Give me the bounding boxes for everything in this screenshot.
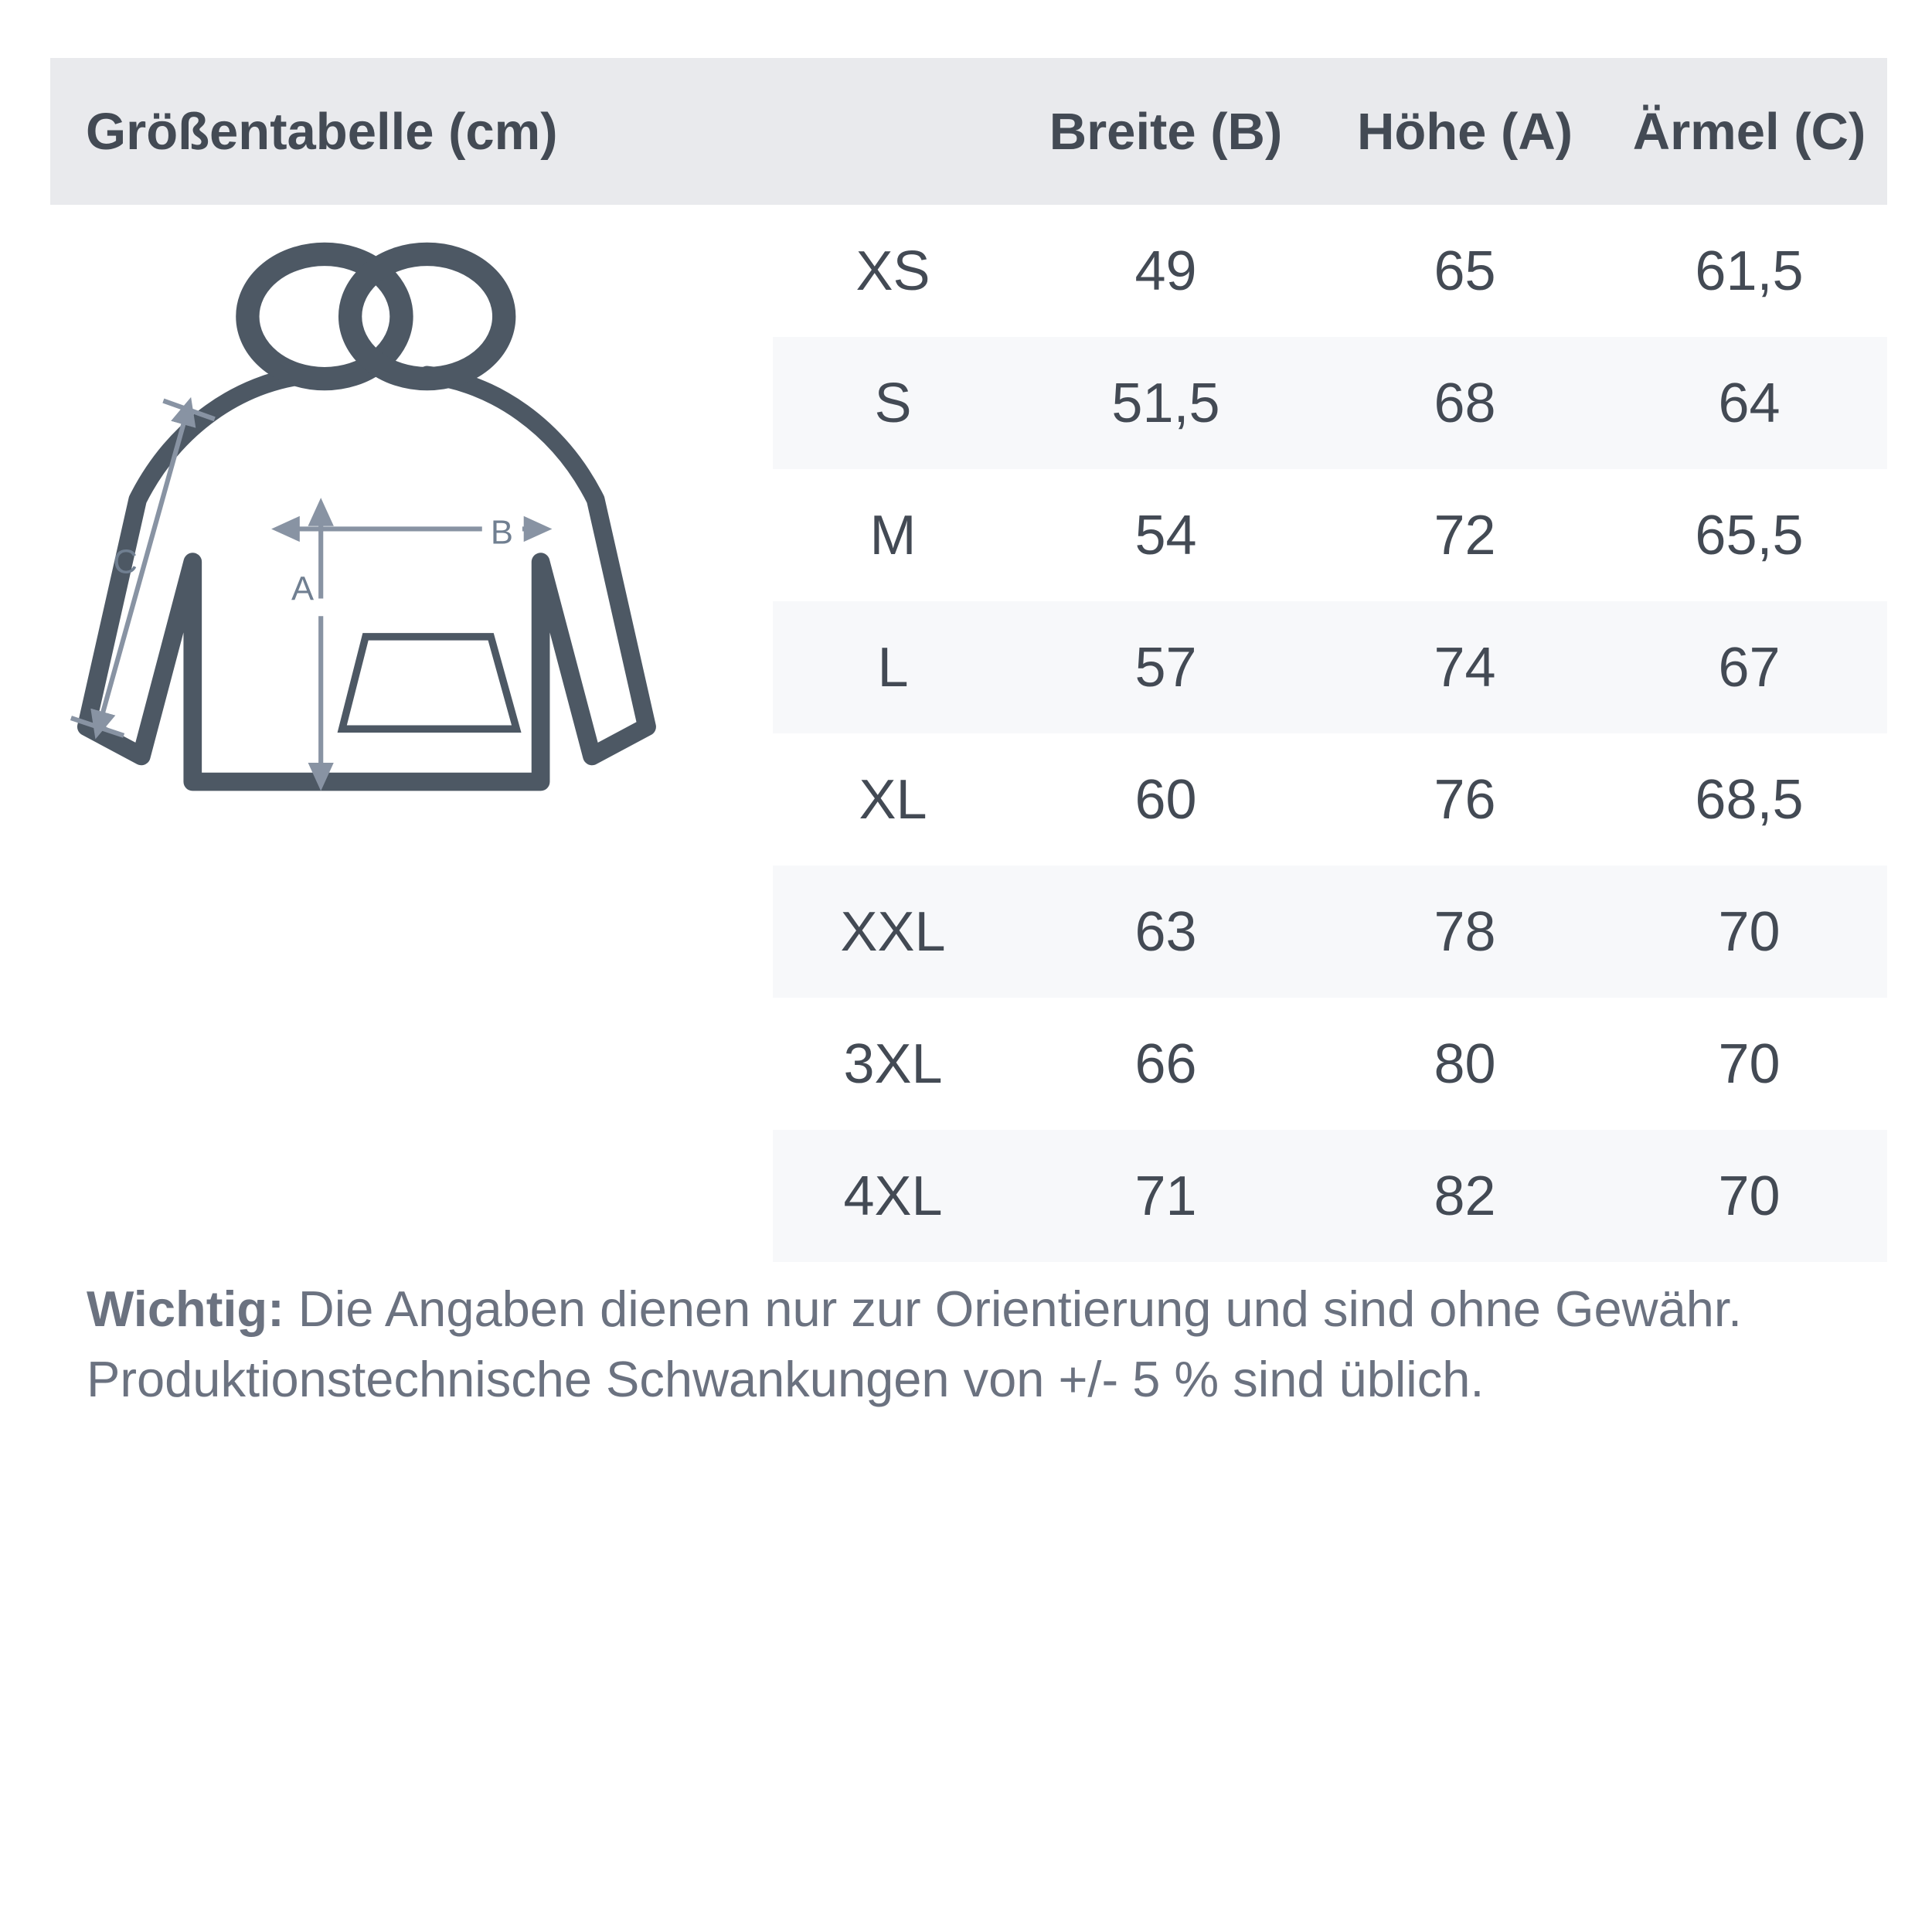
svg-text:B: B (491, 514, 513, 551)
svg-text:A: A (291, 570, 314, 607)
svg-text:C: C (113, 543, 138, 580)
